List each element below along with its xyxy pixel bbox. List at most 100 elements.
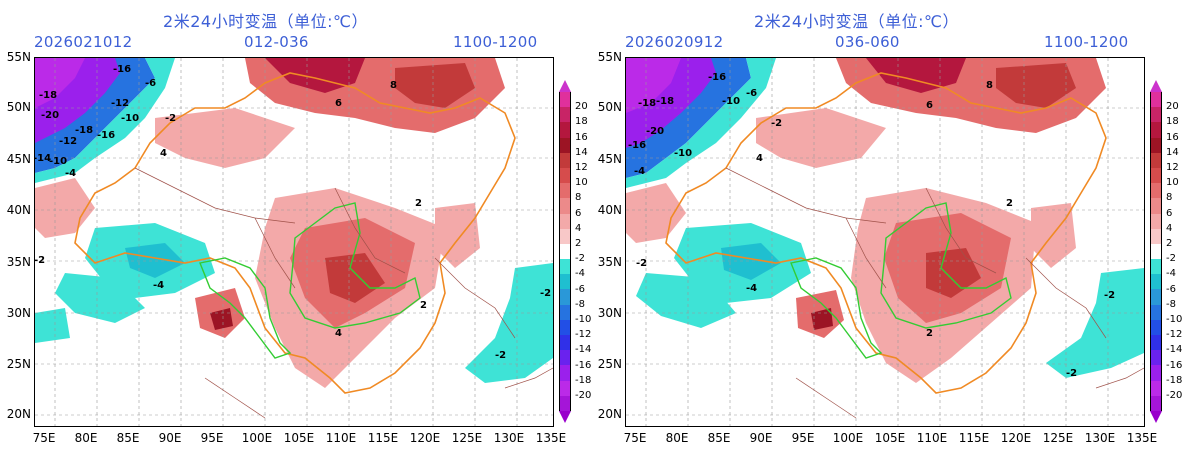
colorbar-label: -12	[1166, 329, 1182, 341]
lon-label: 115E	[958, 431, 990, 445]
cool-region	[35, 308, 70, 343]
colorbar-cell	[1150, 92, 1162, 108]
colorbar-label: 14	[1166, 146, 1179, 158]
lat-label: 25N	[597, 357, 622, 371]
init-time: 2026020912	[625, 33, 724, 51]
lat-label: 30N	[597, 306, 622, 320]
colorbar-cell	[1150, 107, 1162, 123]
contour-label: -20	[646, 126, 665, 137]
warm-hot-region	[926, 248, 981, 298]
cool-region	[465, 263, 553, 383]
contour-label: 2	[926, 328, 933, 339]
contour-label: -4	[746, 283, 758, 294]
warm-hot-region	[996, 63, 1076, 108]
colorbar-cell	[1150, 183, 1162, 199]
colorbar-label: 18	[575, 116, 588, 128]
colorbar-label: 20	[1166, 101, 1179, 113]
colorbar-label: -16	[1166, 359, 1182, 371]
colorbar-label: -16	[575, 359, 592, 371]
contour-label: -10	[722, 96, 741, 107]
cool-region	[55, 273, 145, 323]
contour-label: -12	[59, 136, 78, 147]
colorbar-cell	[1150, 395, 1162, 411]
lon-label: 120E	[409, 431, 441, 445]
colorbar-cell	[1150, 304, 1162, 320]
colorbar-label: 4	[575, 222, 582, 234]
colorbar-cell	[559, 335, 571, 351]
colorbar-label: -18	[1166, 374, 1182, 386]
colorbar-label: 10	[1166, 177, 1179, 189]
cool-region	[35, 58, 175, 183]
lon-label: 95E	[200, 431, 224, 445]
contour-label: -2	[1104, 290, 1116, 301]
colorbar-cell	[559, 183, 571, 199]
colorbar-cell	[1150, 228, 1162, 244]
lon-label: 80E	[665, 431, 689, 445]
warm-hot-region	[395, 63, 475, 108]
contour-label: -10	[121, 113, 140, 124]
lon-label: 130E	[1084, 431, 1116, 445]
colorbar-label: 2	[575, 238, 582, 249]
left-panel: 2米24小时变温（单位:℃） 2026021012 012-036 1100-1…	[6, 12, 592, 445]
lon-label: 135E	[535, 431, 567, 445]
colorbar-cell	[1150, 198, 1162, 214]
forecast-hours: 012-036	[244, 33, 309, 51]
colorbar-cell	[1150, 259, 1162, 275]
contour-label: -2	[165, 113, 177, 124]
contour-label: -18	[656, 96, 675, 107]
colorbar-label: -10	[1166, 314, 1182, 325]
colorbar-label: 2	[1166, 238, 1173, 249]
colorbar-cell	[559, 198, 571, 214]
contour-label: -16	[97, 130, 116, 141]
contour-label: -2	[1066, 368, 1078, 379]
contour-label: -2	[495, 350, 507, 361]
contour-label: 2	[420, 300, 427, 311]
colorbar-cell	[1150, 319, 1162, 335]
colorbar-cell	[559, 152, 571, 168]
lat-label: 20N	[597, 407, 622, 421]
lon-label: 110E	[325, 431, 357, 445]
map-canvas	[626, 58, 1144, 426]
colorbar-label: -4	[575, 268, 585, 280]
colorbar-cell	[559, 137, 571, 153]
contour-label: 4	[160, 148, 167, 159]
lon-label: 75E	[32, 431, 56, 445]
lon-label: 95E	[791, 431, 815, 445]
contour-label: -20	[41, 110, 60, 121]
colorbar-cell	[559, 92, 571, 108]
lon-label: 100E	[241, 431, 273, 445]
contour-label: -16	[708, 72, 727, 83]
lon-label: 85E	[116, 431, 140, 445]
warm-region	[155, 108, 295, 168]
lat-label: 55N	[597, 50, 622, 64]
lon-label: 125E	[451, 431, 483, 445]
cool-region	[636, 273, 736, 328]
contour-label: -2	[636, 258, 648, 269]
colorbar-label: 8	[575, 192, 582, 204]
forecast-hours: 036-060	[835, 33, 900, 51]
colorbar-cell	[1150, 243, 1162, 260]
colorbar	[1150, 80, 1162, 423]
colorbar-cell	[559, 107, 571, 123]
lon-label: 120E	[1000, 431, 1032, 445]
colorbar-max-arrow	[1150, 80, 1162, 92]
colorbar-label: 14	[575, 146, 588, 158]
lon-label: 90E	[158, 431, 182, 445]
lon-label: 105E	[283, 431, 315, 445]
region-boundary	[199, 257, 292, 359]
colorbar-label: 12	[575, 162, 588, 173]
contour-label: -4	[153, 280, 165, 291]
warm-region	[35, 178, 95, 238]
colorbar-max-arrow	[559, 80, 571, 92]
contour-label: -16	[628, 140, 647, 151]
colorbar-label: -18	[575, 374, 592, 386]
colorbar-cell	[1150, 365, 1162, 381]
colorbar-cell	[1150, 122, 1162, 138]
valid-hours: 1100-1200	[453, 33, 538, 51]
colorbar-label: -20	[1166, 390, 1182, 401]
contour-label: -2	[771, 118, 783, 129]
contour-label: -4	[634, 166, 646, 177]
lat-label: 45N	[6, 152, 31, 166]
colorbar-label: -8	[1166, 298, 1176, 310]
lat-label: 25N	[6, 357, 31, 371]
